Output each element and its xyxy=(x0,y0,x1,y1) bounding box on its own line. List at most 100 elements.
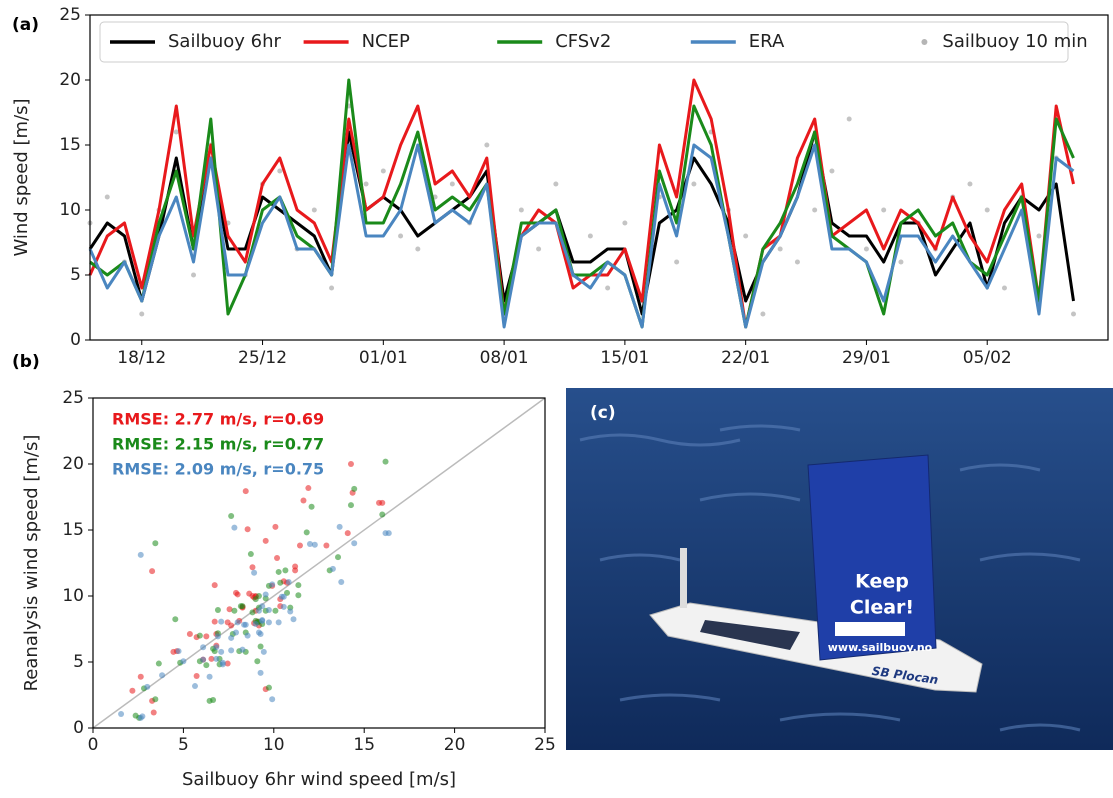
point xyxy=(159,672,165,678)
point xyxy=(212,619,218,625)
point xyxy=(282,567,288,573)
mast xyxy=(680,548,687,608)
legend-label: ERA xyxy=(749,31,785,52)
point xyxy=(760,312,765,317)
x-tick-label: 25/12 xyxy=(238,348,287,368)
point xyxy=(272,608,278,614)
point xyxy=(1071,312,1076,317)
point xyxy=(281,594,287,600)
point xyxy=(276,569,282,575)
y-tick-label: 0 xyxy=(73,718,84,738)
point xyxy=(156,661,162,667)
y-tick-label: 25 xyxy=(62,388,84,408)
point xyxy=(281,604,287,610)
point xyxy=(235,619,241,625)
point xyxy=(383,530,389,536)
legend-label: NCEP xyxy=(362,31,410,52)
point xyxy=(605,286,610,291)
point xyxy=(1002,286,1007,291)
point xyxy=(144,684,150,690)
point xyxy=(228,623,234,629)
x-axis-label: Sailbuoy 6hr wind speed [m/s] xyxy=(182,769,456,790)
y-tick-label: 20 xyxy=(59,70,81,90)
legend-label: Sailbuoy 10 min xyxy=(942,31,1087,52)
plot-frame xyxy=(90,15,1108,340)
point xyxy=(351,486,357,492)
point xyxy=(536,247,541,252)
point xyxy=(228,647,234,653)
point xyxy=(450,182,455,187)
point xyxy=(248,551,254,557)
point xyxy=(149,568,155,574)
point xyxy=(898,260,903,265)
point xyxy=(258,643,264,649)
point xyxy=(200,657,206,663)
point xyxy=(259,603,265,609)
y-tick-label: 0 xyxy=(70,330,81,350)
point xyxy=(249,609,255,615)
point xyxy=(266,607,272,613)
x-tick-label: 15 xyxy=(353,735,375,755)
sign-line: Clear! xyxy=(850,597,914,619)
point xyxy=(207,674,213,680)
legend-label: Sailbuoy 6hr xyxy=(168,31,282,52)
y-tick-label: 5 xyxy=(70,265,81,285)
point xyxy=(398,234,403,239)
point xyxy=(295,592,301,598)
point xyxy=(176,648,182,654)
point xyxy=(330,566,336,572)
point xyxy=(233,590,239,596)
point xyxy=(213,656,219,662)
point xyxy=(266,619,272,625)
panel-label: (c) xyxy=(590,403,616,423)
point xyxy=(345,530,351,536)
point xyxy=(203,662,209,668)
point xyxy=(967,182,972,187)
point xyxy=(253,621,259,627)
point xyxy=(812,208,817,213)
point xyxy=(312,542,318,548)
annotation: RMSE: 2.09 m/s, r=0.75 xyxy=(112,460,324,479)
x-tick-label: 08/01 xyxy=(480,348,529,368)
point xyxy=(105,195,110,200)
point xyxy=(138,674,144,680)
x-tick-label: 18/12 xyxy=(117,348,166,368)
y-axis-label: Wind speed [m/s] xyxy=(11,98,32,256)
point xyxy=(985,208,990,213)
legend-label: CFSv2 xyxy=(555,31,611,52)
x-tick-label: 22/01 xyxy=(721,348,770,368)
point xyxy=(192,683,198,689)
point xyxy=(256,593,262,599)
point xyxy=(274,555,280,561)
point xyxy=(245,526,251,532)
point xyxy=(287,609,293,615)
y-tick-label: 10 xyxy=(59,200,81,220)
point xyxy=(215,607,221,613)
point xyxy=(228,513,234,519)
y-tick-label: 15 xyxy=(59,135,81,155)
point xyxy=(519,208,524,213)
point xyxy=(249,564,255,570)
sign-url: www.sailbuoy.no xyxy=(828,641,933,654)
point xyxy=(1036,234,1041,239)
point xyxy=(622,221,627,226)
y-tick-label: 10 xyxy=(62,586,84,606)
series-line xyxy=(90,80,1074,327)
point xyxy=(263,538,269,544)
point xyxy=(588,234,593,239)
point xyxy=(276,619,282,625)
y-tick-label: 20 xyxy=(62,454,84,474)
point xyxy=(220,661,226,667)
point xyxy=(691,182,696,187)
point xyxy=(269,581,275,587)
point xyxy=(381,169,386,174)
point xyxy=(312,208,317,213)
point xyxy=(847,117,852,122)
point xyxy=(297,543,303,549)
point xyxy=(383,459,389,465)
point xyxy=(243,622,249,628)
point xyxy=(180,658,186,664)
point xyxy=(778,247,783,252)
point xyxy=(254,658,260,664)
point xyxy=(292,563,298,569)
